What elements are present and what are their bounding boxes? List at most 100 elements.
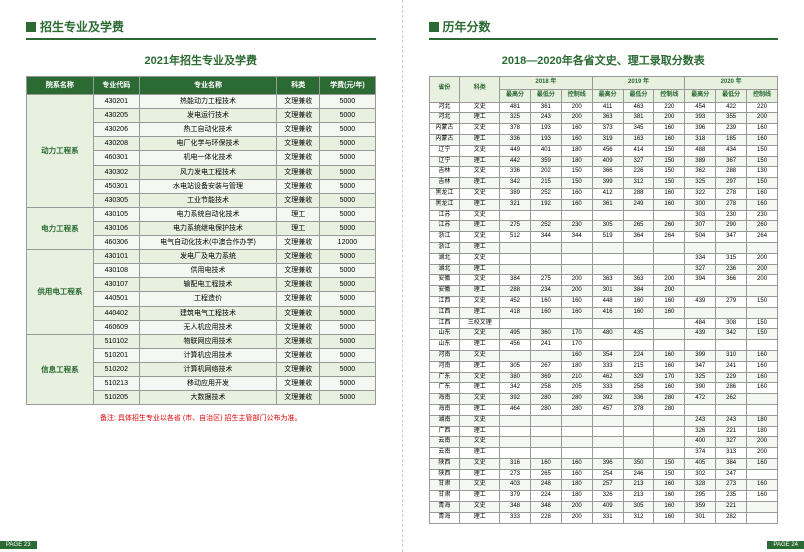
data-cell: 文理兼收: [277, 151, 320, 165]
data-cell: 450301: [93, 179, 139, 193]
data-cell: [685, 307, 716, 318]
data-cell: 254: [592, 469, 623, 480]
data-cell: 广西: [429, 426, 460, 437]
data-cell: 150: [654, 469, 685, 480]
data-cell: 307: [685, 221, 716, 232]
data-cell: 384: [623, 286, 654, 297]
table-row: 吉林文史336202150366226150362288130: [429, 167, 778, 178]
data-cell: [561, 448, 592, 459]
data-cell: [623, 264, 654, 275]
data-cell: 228: [530, 512, 561, 523]
data-cell: 327: [685, 264, 716, 275]
table-row: 江西理工418160160416160160: [429, 307, 778, 318]
data-cell: 5000: [320, 391, 375, 405]
data-cell: [747, 404, 778, 415]
data-cell: [500, 415, 531, 426]
data-cell: 150: [654, 458, 685, 469]
data-cell: 5000: [320, 320, 375, 334]
data-cell: 200: [561, 502, 592, 513]
data-cell: 384: [716, 458, 747, 469]
data-cell: 150: [747, 318, 778, 329]
data-cell: 220: [747, 102, 778, 113]
data-cell: 150: [654, 167, 685, 178]
data-cell: 362: [685, 167, 716, 178]
data-cell: 150: [654, 145, 685, 156]
data-cell: 394: [685, 275, 716, 286]
data-cell: 363: [592, 113, 623, 124]
data-cell: 416: [592, 307, 623, 318]
data-cell: 442: [500, 156, 531, 167]
data-cell: 430108: [93, 264, 139, 278]
data-cell: 449: [500, 145, 531, 156]
data-cell: 理工: [460, 199, 500, 210]
data-cell: [592, 340, 623, 351]
data-cell: 359: [530, 156, 561, 167]
data-cell: 180: [747, 415, 778, 426]
data-cell: 计算机应用技术: [139, 348, 276, 362]
data-cell: 文理兼收: [277, 292, 320, 306]
data-cell: 326: [592, 491, 623, 502]
data-cell: 建筑电气工程技术: [139, 306, 276, 320]
col-header: 省份: [429, 77, 460, 103]
data-cell: 160: [623, 307, 654, 318]
data-cell: [530, 426, 561, 437]
data-cell: 252: [530, 221, 561, 232]
data-cell: 12000: [320, 236, 375, 250]
data-cell: 510202: [93, 362, 139, 376]
data-cell: [561, 415, 592, 426]
data-cell: 454: [685, 102, 716, 113]
data-cell: 160: [747, 199, 778, 210]
data-cell: [623, 448, 654, 459]
data-cell: 480: [592, 329, 623, 340]
data-cell: 青海: [429, 512, 460, 523]
data-cell: [654, 426, 685, 437]
data-cell: 江西: [429, 296, 460, 307]
data-cell: 5000: [320, 123, 375, 137]
page-number-left: PAGE 23: [0, 541, 37, 549]
data-cell: 理工: [460, 113, 500, 124]
data-cell: 工业节能技术: [139, 193, 276, 207]
data-cell: 260: [654, 221, 685, 232]
table-row: 广东理工342258205333258160390286160: [429, 383, 778, 394]
data-cell: 5000: [320, 362, 375, 376]
data-cell: 180: [747, 426, 778, 437]
data-cell: [654, 253, 685, 264]
data-cell: 305: [500, 361, 531, 372]
data-cell: 280: [654, 394, 685, 405]
data-cell: 5000: [320, 207, 375, 221]
section-header-right: 历年分数: [429, 18, 779, 40]
table-row: 动力工程系430201热能动力工程技术文理兼收5000: [27, 95, 376, 109]
table-row: 信息工程系510102物联网应用技术文理兼收5000: [27, 334, 376, 348]
data-cell: 150: [747, 329, 778, 340]
dept-cell: 动力工程系: [27, 95, 94, 208]
table-row: 河南理工305267180333215160347241160: [429, 361, 778, 372]
data-cell: [561, 437, 592, 448]
data-cell: 文史: [460, 296, 500, 307]
data-cell: 理工: [460, 134, 500, 145]
data-cell: 海南: [429, 394, 460, 405]
data-cell: 陕西: [429, 458, 460, 469]
data-cell: 黑龙江: [429, 199, 460, 210]
data-cell: [592, 426, 623, 437]
col-header: 最低分: [623, 89, 654, 102]
data-cell: 青海: [429, 502, 460, 513]
data-cell: 464: [500, 404, 531, 415]
data-cell: 342: [500, 383, 531, 394]
data-cell: 361: [592, 199, 623, 210]
data-cell: 213: [623, 491, 654, 502]
data-cell: 321: [500, 199, 531, 210]
data-cell: 5000: [320, 193, 375, 207]
data-cell: 文史: [460, 350, 500, 361]
data-cell: [654, 340, 685, 351]
data-cell: 344: [561, 232, 592, 243]
data-cell: 322: [685, 188, 716, 199]
data-cell: [623, 426, 654, 437]
dept-cell: 电力工程系: [27, 207, 94, 249]
data-cell: 213: [623, 480, 654, 491]
data-cell: 文理兼收: [277, 362, 320, 376]
data-cell: [623, 253, 654, 264]
data-cell: 215: [530, 178, 561, 189]
data-cell: 160: [561, 124, 592, 135]
data-cell: 文史: [460, 232, 500, 243]
data-cell: [747, 394, 778, 405]
